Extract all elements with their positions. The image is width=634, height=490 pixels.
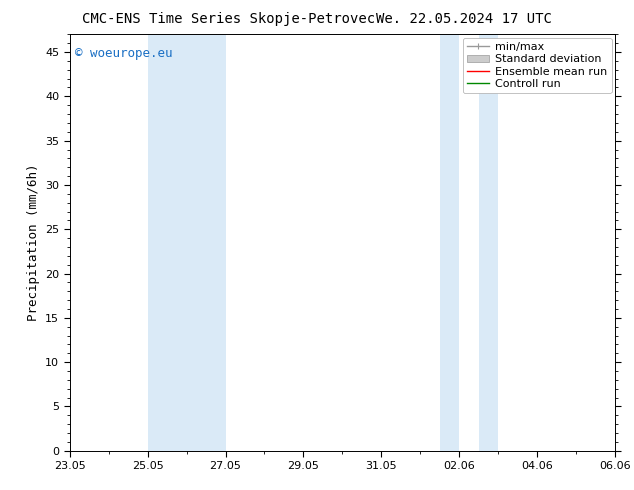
Bar xyxy=(148,34,226,451)
Text: CMC-ENS Time Series Skopje-Petrovec: CMC-ENS Time Series Skopje-Petrovec xyxy=(82,12,375,26)
Y-axis label: Precipitation (mm/6h): Precipitation (mm/6h) xyxy=(27,164,40,321)
Bar xyxy=(440,34,459,451)
Text: © woeurope.eu: © woeurope.eu xyxy=(75,47,172,60)
Legend: min/max, Standard deviation, Ensemble mean run, Controll run: min/max, Standard deviation, Ensemble me… xyxy=(463,38,612,93)
Bar xyxy=(479,34,498,451)
Text: We. 22.05.2024 17 UTC: We. 22.05.2024 17 UTC xyxy=(376,12,552,26)
